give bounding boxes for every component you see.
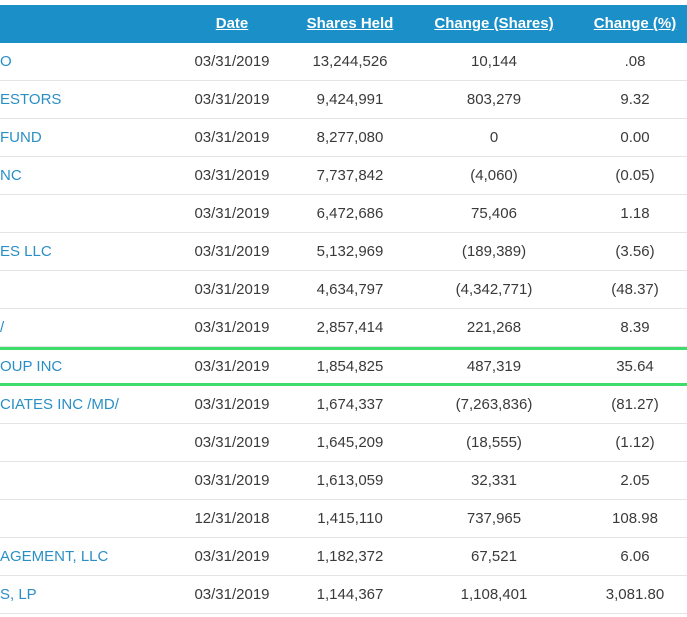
date-cell: 03/31/2019 xyxy=(194,129,270,146)
shares-held-cell: 1,144,367 xyxy=(316,586,384,603)
table-row: 03/31/2019 1,645,209 (18,555) (1.12) xyxy=(0,424,687,462)
change-pct-cell: 108.98 xyxy=(612,510,658,527)
change-shares-cell: 487,319 xyxy=(466,358,522,375)
change-shares-cell: (4,342,771) xyxy=(455,281,533,298)
sort-date-header[interactable]: Date xyxy=(215,15,249,32)
table-body: O 03/31/2019 13,244,526 10,144 .08 ESTORS 03/3… xyxy=(0,43,687,614)
change-shares-cell: (4,060) xyxy=(470,167,518,184)
change-shares-cell: 1,108,401 xyxy=(460,586,528,603)
table-row: CIATES INC /MD/03/31/2019 1,674,337 (7,263… xyxy=(0,386,687,424)
date-cell: 03/31/2019 xyxy=(194,586,270,603)
table-row: S, LP 03/31/2019 1,144,367 1,108,401 3,081.8… xyxy=(0,576,687,614)
table-row: 12/31/2018 1,415,110 737,965 108.98 xyxy=(0,500,687,538)
shares-held-cell: 1,415,110 xyxy=(317,510,383,527)
holder-name-link[interactable] xyxy=(0,195,180,232)
change-pct-cell: (1.12) xyxy=(615,434,655,451)
holder-name-link[interactable] xyxy=(0,424,180,461)
shares-held-cell: 7,737,842 xyxy=(316,167,384,184)
table-row: / 03/31/2019 2,857,414 221,268 8.39 xyxy=(0,309,687,347)
table-row: ESTORS 03/31/2019 9,424,991 803,279 9.32 xyxy=(0,81,687,119)
date-cell: 03/31/2019 xyxy=(194,396,270,413)
holder-name-link[interactable]: / xyxy=(0,319,5,336)
date-cell: 03/31/2019 xyxy=(194,243,270,260)
table-row: AGEMENT, LLC 03/31/2019 1,182,372 67,521 6.0… xyxy=(0,538,687,576)
shares-held-cell: 4,634,797 xyxy=(316,281,384,298)
date-cell: 03/31/2019 xyxy=(194,472,270,489)
change-pct-cell: (3.56) xyxy=(615,243,655,260)
shares-held-cell: 8,277,080 xyxy=(316,129,384,146)
holder-name-link[interactable] xyxy=(0,462,180,499)
change-pct-cell: 1.18 xyxy=(620,205,650,222)
change-shares-cell: 67,521 xyxy=(471,548,517,565)
change-shares-cell: 221,268 xyxy=(466,319,522,336)
holder-name-link[interactable]: O xyxy=(0,53,12,70)
date-cell: 03/31/2019 xyxy=(194,281,270,298)
change-pct-cell: 9.32 xyxy=(620,91,650,108)
table-row: ES LLC 03/31/2019 5,132,969 (189,389) (3.56) xyxy=(0,233,687,271)
shares-held-cell: 1,613,059 xyxy=(316,472,384,489)
change-pct-cell: 35.64 xyxy=(616,358,654,375)
holder-name-link[interactable]: S, LP xyxy=(0,586,37,603)
shares-held-cell: 1,182,372 xyxy=(316,548,384,565)
date-cell: 03/31/2019 xyxy=(194,358,270,375)
change-pct-cell: 3,081.80 xyxy=(605,586,665,603)
shares-held-cell: 2,857,414 xyxy=(316,319,384,336)
date-cell: 12/31/2018 xyxy=(194,510,270,527)
sort-change-pct-header[interactable]: Change (%) xyxy=(593,15,677,32)
change-pct-cell: 8.39 xyxy=(620,319,650,336)
table-row-highlighted: OUP INC 03/31/2019 1,854,825 487,319 35.64 xyxy=(0,347,687,386)
table-row: 03/31/2019 1,613,059 32,331 2.05 xyxy=(0,462,687,500)
change-pct-cell: (81.27) xyxy=(611,396,659,413)
change-shares-cell: (18,555) xyxy=(466,434,522,451)
shares-held-cell: 1,645,209 xyxy=(316,434,384,451)
change-pct-cell: .08 xyxy=(624,53,646,70)
change-pct-cell: 6.06 xyxy=(620,548,650,565)
holder-name-link[interactable] xyxy=(0,271,180,308)
shares-held-cell: 6,472,686 xyxy=(316,205,384,222)
holdings-table: Date Shares Held Change (Shares) Change … xyxy=(0,5,687,614)
table-header: Date Shares Held Change (Shares) Change … xyxy=(0,5,687,43)
change-shares-cell: 0 xyxy=(489,129,499,146)
holder-name-link[interactable]: AGEMENT, LLC xyxy=(0,548,109,565)
date-cell: 03/31/2019 xyxy=(194,167,270,184)
date-cell: 03/31/2019 xyxy=(194,205,270,222)
table-row: 03/31/2019 6,472,686 75,406 1.18 xyxy=(0,195,687,233)
change-pct-cell: (0.05) xyxy=(615,167,655,184)
change-pct-cell: (48.37) xyxy=(611,281,659,298)
table-row: O 03/31/2019 13,244,526 10,144 .08 xyxy=(0,43,687,81)
table-row: FUND 03/31/2019 8,277,080 0 0.00 xyxy=(0,119,687,157)
change-pct-cell: 0.00 xyxy=(620,129,650,146)
change-shares-cell: (189,389) xyxy=(461,243,527,260)
shares-held-cell: 1,674,337 xyxy=(316,396,384,413)
holder-name-link[interactable]: NC xyxy=(0,167,22,184)
shares-held-cell: 9,424,991 xyxy=(316,91,384,108)
date-cell: 03/31/2019 xyxy=(194,91,270,108)
change-shares-cell: 737,965 xyxy=(466,510,522,527)
date-cell: 03/31/2019 xyxy=(194,434,270,451)
table-row: NC 03/31/2019 7,737,842 (4,060) (0.05) xyxy=(0,157,687,195)
change-shares-cell: 10,144 xyxy=(471,53,517,70)
change-pct-cell: 2.05 xyxy=(620,472,650,489)
shares-held-cell: 1,854,825 xyxy=(316,358,384,375)
shares-held-cell: 5,132,969 xyxy=(316,243,384,260)
holder-name-link[interactable]: OUP INC xyxy=(0,358,63,375)
sort-change-shares-header[interactable]: Change (Shares) xyxy=(434,15,554,32)
change-shares-cell: 803,279 xyxy=(466,91,522,108)
change-shares-cell: 32,331 xyxy=(471,472,517,489)
shares-held-cell: 13,244,526 xyxy=(312,53,388,70)
change-shares-cell: (7,263,836) xyxy=(455,396,533,413)
date-cell: 03/31/2019 xyxy=(194,319,270,336)
change-shares-cell: 75,406 xyxy=(471,205,517,222)
holder-name-link[interactable]: ESTORS xyxy=(0,91,62,108)
sort-shares-held-header[interactable]: Shares Held xyxy=(306,15,394,32)
table-row: 03/31/2019 4,634,797 (4,342,771) (48.37) xyxy=(0,271,687,309)
date-cell: 03/31/2019 xyxy=(194,53,270,70)
holder-name-link[interactable]: FUND xyxy=(0,129,42,146)
holder-name-link[interactable] xyxy=(0,500,180,537)
date-cell: 03/31/2019 xyxy=(194,548,270,565)
holder-name-link[interactable]: CIATES INC /MD/ xyxy=(0,396,119,413)
holder-name-link[interactable]: ES LLC xyxy=(0,243,52,260)
